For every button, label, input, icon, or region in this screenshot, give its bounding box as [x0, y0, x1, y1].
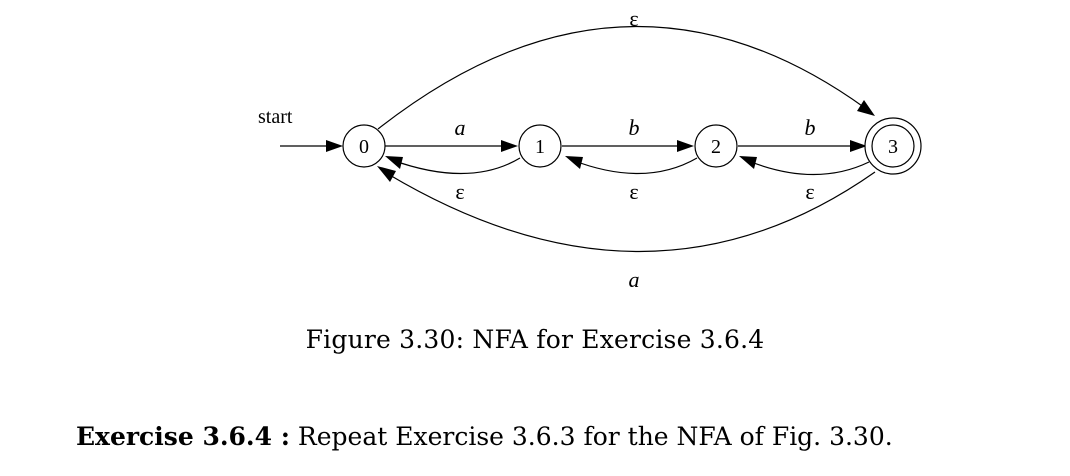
edge-2-to-1 — [572, 158, 697, 174]
exercise-paragraph: Exercise 3.6.4 : Repeat Exercise 3.6.3 f… — [76, 422, 893, 451]
edge-1-to-2-arrowhead — [677, 140, 694, 152]
edge-0-to-3-arrowhead — [857, 100, 875, 116]
state-3-label: 3 — [888, 136, 898, 158]
edge-3-to-0-label: a — [629, 267, 640, 292]
edge-2-to-1-arrowhead — [565, 156, 583, 169]
edge-0-to-3-label: ε — [629, 6, 638, 31]
edge-3-to-2-label: ε — [805, 179, 814, 204]
state-1-label: 1 — [535, 136, 545, 158]
edge-0-to-1-label: a — [455, 115, 466, 140]
edge-3-to-2 — [746, 160, 869, 175]
edge-0-to-3 — [378, 26, 865, 129]
start-label: start — [258, 106, 293, 128]
edge-1-to-0-label: ε — [455, 179, 464, 204]
state-2-label: 2 — [711, 136, 721, 158]
exercise-title: Exercise 3.6.4 : — [76, 422, 290, 451]
figure-caption: Figure 3.30: NFA for Exercise 3.6.4 — [0, 325, 1070, 354]
edge-3-to-2-arrowhead — [739, 156, 757, 169]
edge-1-to-0-arrowhead — [385, 156, 403, 169]
edge-2-to-1-label: ε — [629, 179, 638, 204]
edge-3-to-0-arrowhead — [377, 166, 396, 182]
edge-0-to-1-arrowhead — [501, 140, 518, 152]
edge-2-to-3-label: b — [805, 115, 816, 140]
state-0-label: 0 — [359, 136, 369, 158]
edge-1-to-2-label: b — [629, 115, 640, 140]
start-arrowhead — [326, 140, 343, 152]
exercise-text: Repeat Exercise 3.6.3 for the NFA of Fig… — [290, 422, 893, 451]
edge-1-to-0 — [392, 158, 520, 174]
